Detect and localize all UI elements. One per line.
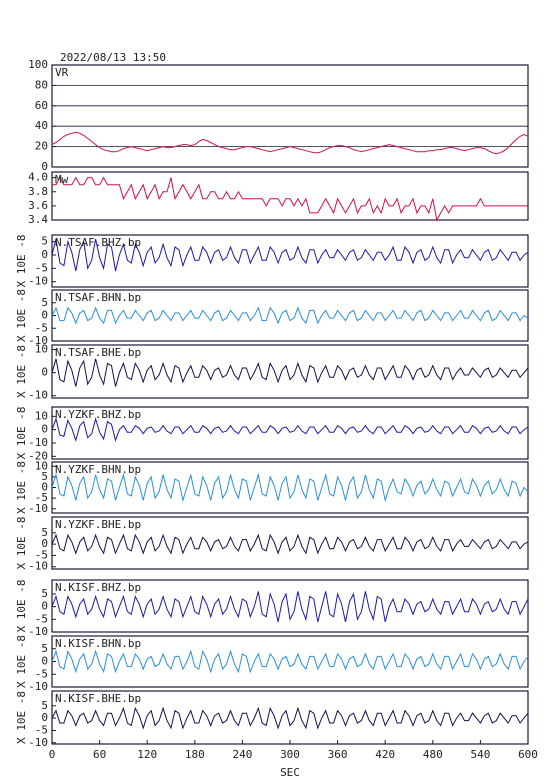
y-tick-label: -10 <box>28 502 48 515</box>
panel-label: N.KISF.BHE.bp <box>55 692 141 705</box>
panel-label: VR <box>55 66 69 79</box>
y-tick-label: 0 <box>41 655 48 668</box>
y-axis-label: X 10E -8 <box>15 407 28 460</box>
y-tick-label: -5 <box>35 261 48 274</box>
y-tick-label: -10 <box>28 389 48 402</box>
x-tick-label: 300 <box>280 748 300 761</box>
series-line <box>51 358 529 387</box>
y-tick-label: 0 <box>41 160 48 173</box>
x-tick-label: 120 <box>137 748 157 761</box>
panel-frame <box>51 406 529 460</box>
series-line <box>51 238 529 272</box>
y-tick-label: 3.4 <box>28 213 48 226</box>
y-tick-label: -10 <box>28 736 48 749</box>
y-tick-label: -5 <box>35 548 48 561</box>
y-tick-label: -5 <box>35 612 48 625</box>
y-tick-label: 60 <box>35 99 48 112</box>
y-tick-label: -5 <box>35 667 48 680</box>
y-tick-label: 5 <box>41 699 48 712</box>
x-tick-label: 240 <box>232 748 252 761</box>
y-tick-label: -5 <box>35 723 48 736</box>
y-tick-label: -10 <box>28 436 48 449</box>
x-tick-label: 360 <box>328 748 348 761</box>
y-tick-label: 4.0 <box>28 171 48 184</box>
y-axis-label: X 10E -8 <box>15 691 28 744</box>
panel-label: N.KISF.BHZ.bp <box>55 581 141 594</box>
y-tick-label: 5 <box>41 235 48 248</box>
x-tick-label: 60 <box>93 748 106 761</box>
series-line <box>51 131 529 155</box>
y-tick-label: -10 <box>28 560 48 573</box>
panel-label: N.YZKF.BHZ.bp <box>55 408 141 421</box>
panel-frame <box>51 171 529 221</box>
y-tick-label: 5 <box>41 296 48 309</box>
panel-label: N.KISF.BHN.bp <box>55 637 141 650</box>
y-tick-label: 5 <box>41 526 48 539</box>
series-line <box>51 472 529 503</box>
panel-frame <box>51 234 529 288</box>
y-tick-label: 40 <box>35 119 48 132</box>
y-tick-label: 100 <box>28 58 48 71</box>
x-tick-label: 540 <box>470 748 490 761</box>
panel-label: N.TSAF.BHE.bp <box>55 346 141 359</box>
series-line <box>51 649 529 674</box>
series-line <box>51 533 529 555</box>
y-tick-label: 80 <box>35 78 48 91</box>
panel-label: Mw <box>55 173 69 186</box>
series-line <box>51 706 529 730</box>
y-tick-label: 20 <box>35 140 48 153</box>
series-line <box>51 417 529 443</box>
y-axis-label: X 10E -8 <box>15 345 28 398</box>
y-tick-label: -20 <box>28 449 48 462</box>
y-axis-label: X 10E -8 <box>15 235 28 288</box>
y-tick-label: 0 <box>41 366 48 379</box>
y-tick-label: -10 <box>28 334 48 347</box>
y-axis-label: X 10E -8 <box>15 461 28 514</box>
x-tick-label: 0 <box>49 748 56 761</box>
y-axis-label: X 10E -8 <box>15 517 28 570</box>
y-axis-label: X 10E -8 <box>15 635 28 688</box>
y-tick-label: 5 <box>41 587 48 600</box>
y-axis-label: X 10E -8 <box>15 289 28 342</box>
y-tick-label: 5 <box>41 642 48 655</box>
y-tick-label: 0 <box>41 423 48 436</box>
panel-label: N.YZKF.BHN.bp <box>55 463 141 476</box>
x-axis-label: SEC <box>280 766 300 779</box>
y-tick-label: 0 <box>41 481 48 494</box>
x-tick-label: 180 <box>185 748 205 761</box>
panel-label: N.YZKF.BHE.bp <box>55 518 141 531</box>
x-tick-label: 600 <box>518 748 538 761</box>
x-tick-label: 480 <box>423 748 443 761</box>
panel-label: N.TSAF.BHZ.bp <box>55 236 141 249</box>
y-tick-label: 3.8 <box>28 185 48 198</box>
y-axis-label: X 10E -8 <box>15 580 28 633</box>
y-tick-label: 3.6 <box>28 199 48 212</box>
y-tick-label: 10 <box>35 459 48 472</box>
y-tick-label: -10 <box>28 680 48 693</box>
series-line <box>51 591 529 623</box>
y-tick-label: -10 <box>28 625 48 638</box>
panel-frame <box>51 64 529 168</box>
y-tick-label: 0 <box>41 248 48 261</box>
panel-label: N.TSAF.BHN.bp <box>55 291 141 304</box>
y-tick-label: -5 <box>35 321 48 334</box>
y-tick-label: 0 <box>41 309 48 322</box>
y-tick-label: -5 <box>35 491 48 504</box>
y-tick-label: 10 <box>35 409 48 422</box>
x-tick-label: 420 <box>375 748 395 761</box>
y-tick-label: 0 <box>41 600 48 613</box>
y-tick-label: 0 <box>41 711 48 724</box>
y-tick-label: 0 <box>41 537 48 550</box>
y-tick-label: 10 <box>35 343 48 356</box>
y-tick-label: 5 <box>41 470 48 483</box>
y-tick-label: -10 <box>28 275 48 288</box>
chart-title: 2022/08/13 13:50 <box>60 51 166 64</box>
series-line <box>52 176 528 222</box>
series-line <box>51 306 529 325</box>
